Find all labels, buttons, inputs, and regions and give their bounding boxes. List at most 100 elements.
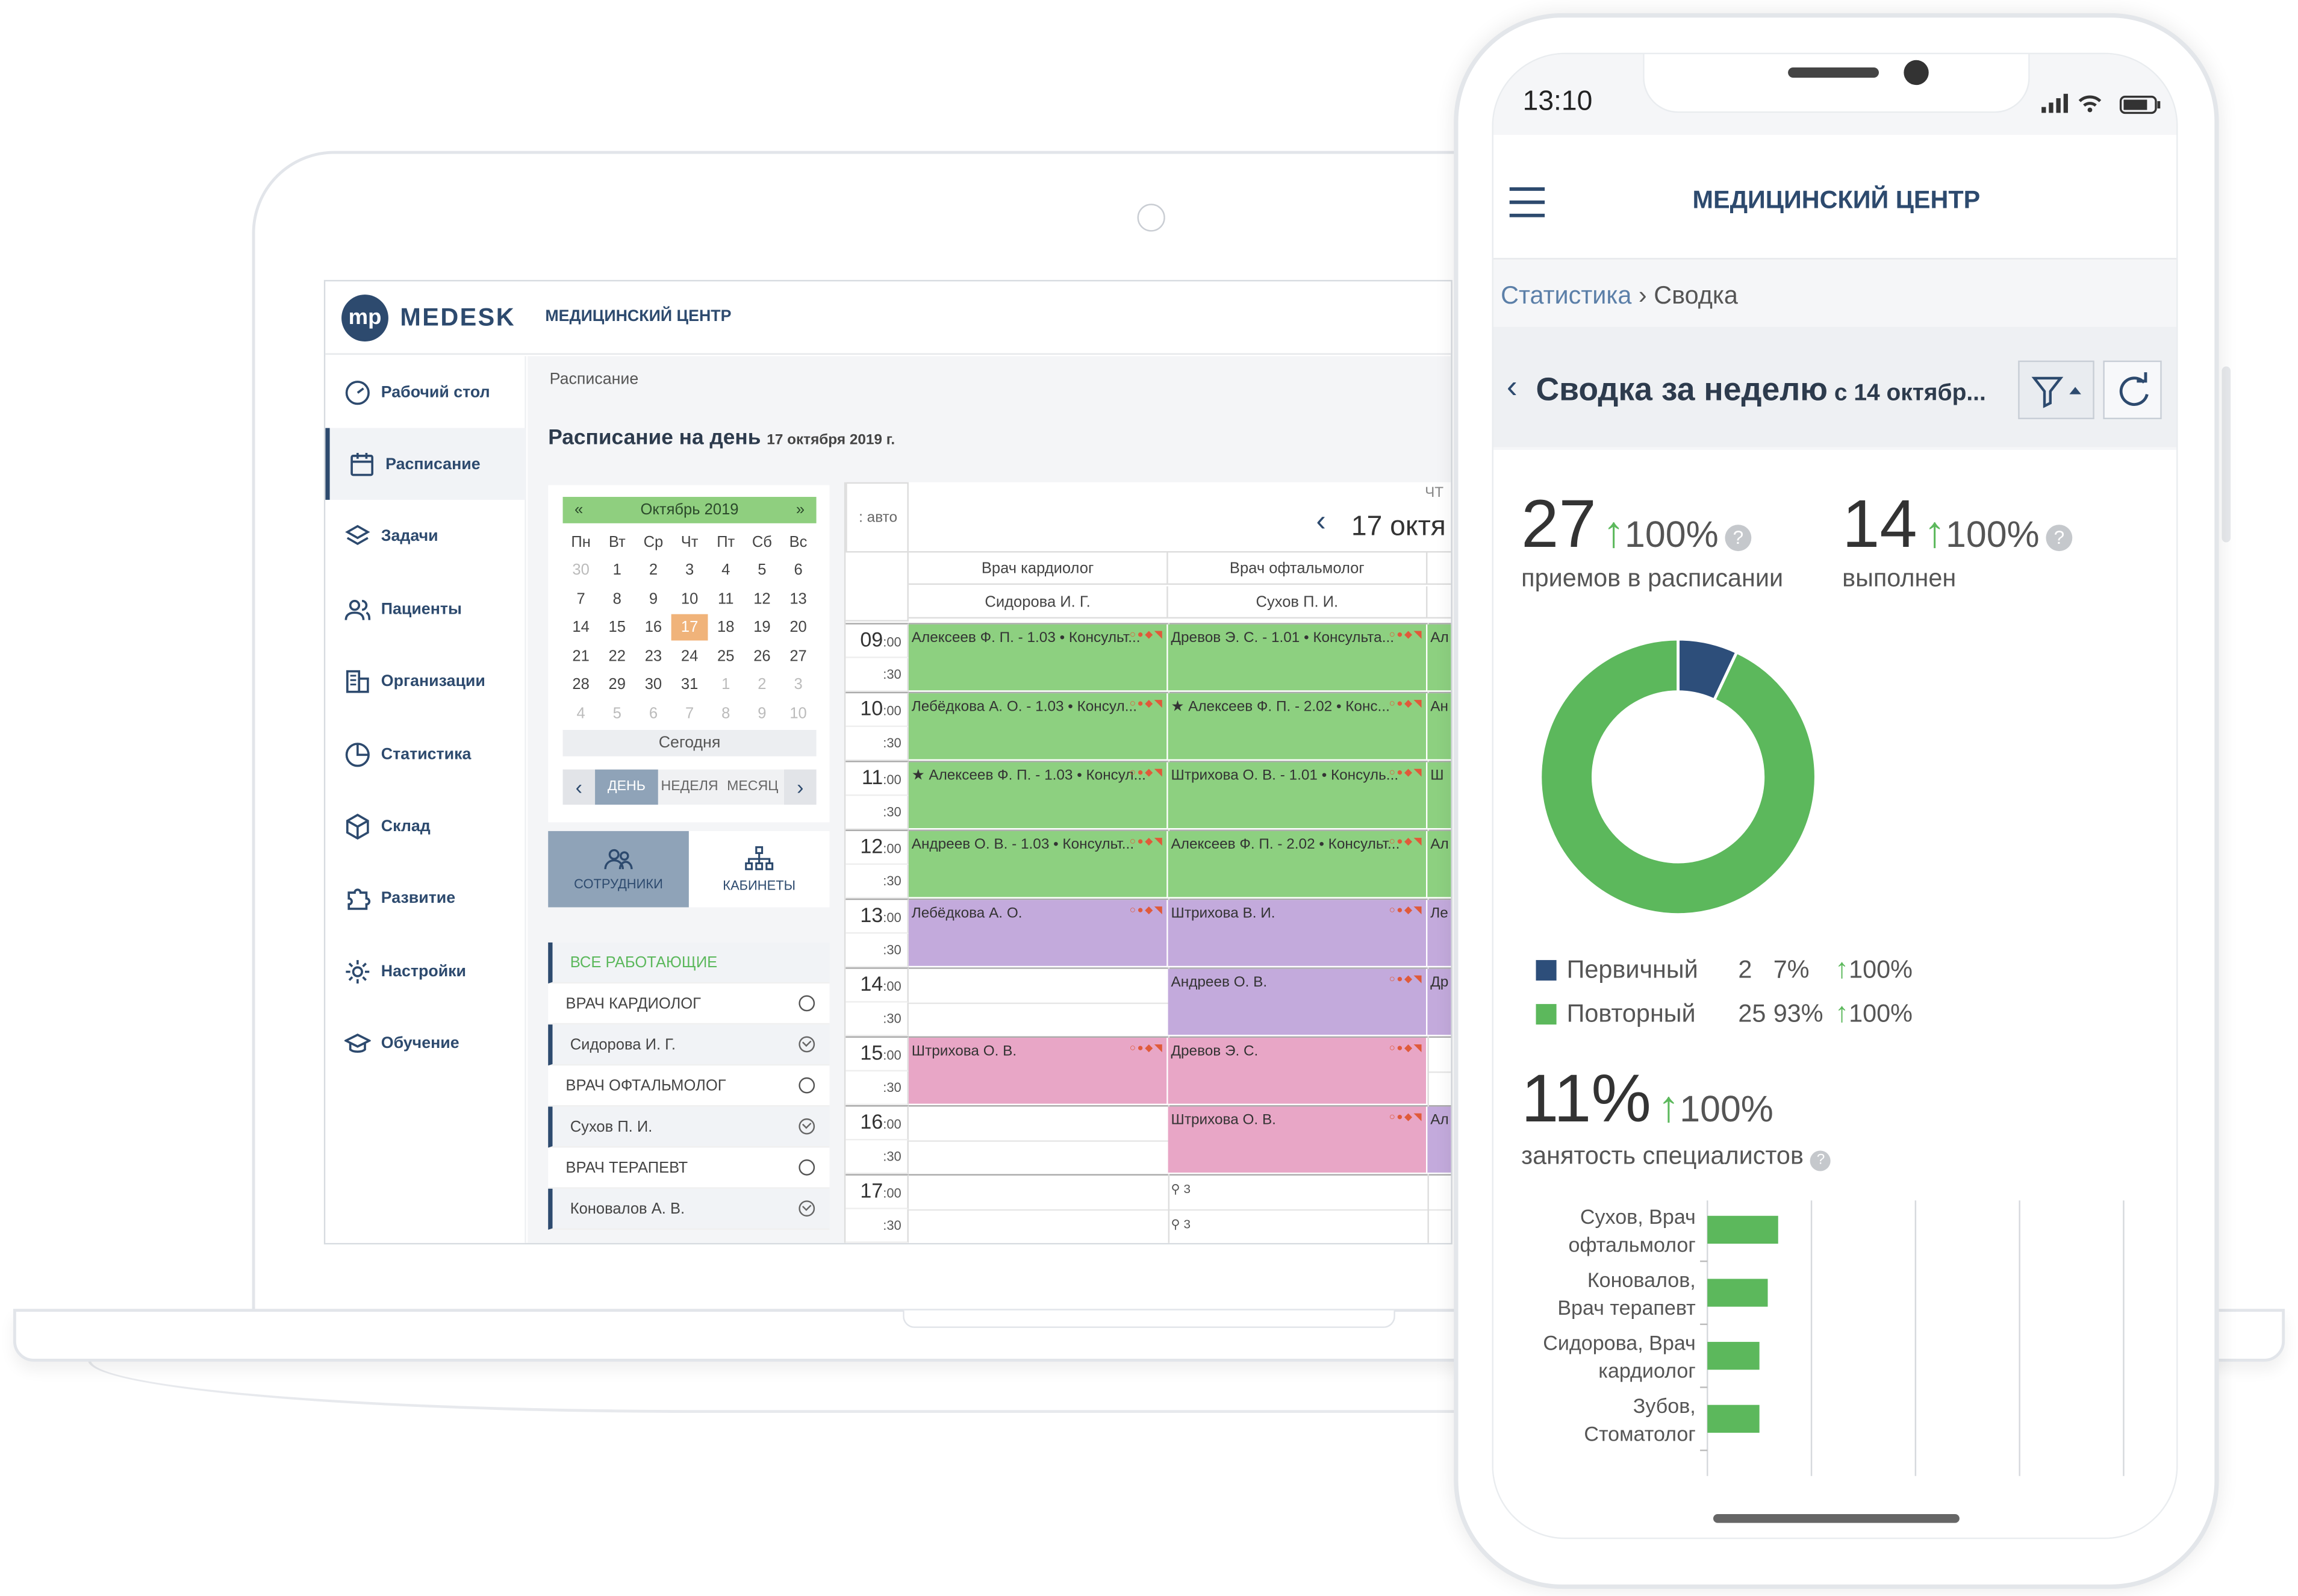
staff-item[interactable]: ВСЕ РАБОТАЮЩИЕ [548,942,830,984]
appointment-block-cut[interactable]: Ал [1427,624,1451,692]
bar-3[interactable] [1707,1404,1760,1433]
calendar-day[interactable]: 23 [644,647,662,666]
appointment-block[interactable]: Штрихова О. В. ○●◆◥ [1168,1106,1428,1174]
appointment-block[interactable]: Алексеев Ф. П. - 2.02 • Консульт... ○●◆◥ [1168,831,1428,899]
calendar-day[interactable]: 10 [789,705,807,723]
calendar-next-button[interactable]: » [796,501,805,519]
bar-2[interactable] [1707,1342,1760,1370]
appointment-block[interactable]: Лебёдкова А. О. ○●◆◥ [908,900,1168,968]
view-prev-button[interactable]: ‹ [562,769,596,805]
appointment-block-cut[interactable]: Ал [1427,1106,1451,1174]
sidebar-item-7[interactable]: Развитие [325,863,526,935]
filter-button[interactable] [2018,360,2094,420]
calendar-day[interactable]: 27 [789,647,807,666]
radio-circle-icon[interactable] [799,1159,815,1176]
appointment-block[interactable]: ★ Алексеев Ф. П. - 1.03 • Консул... ○●◆◥ [908,762,1168,830]
bar-1[interactable] [1707,1279,1768,1307]
calendar-day[interactable]: 6 [794,561,803,579]
staff-item[interactable]: ВРАЧ КАРДИОЛОГ [548,983,830,1025]
staff-item[interactable]: ВРАЧ ТЕРАПЕВТ [548,1147,830,1189]
checked-circle-icon[interactable] [799,1036,815,1053]
calendar-day[interactable]: 15 [608,619,626,637]
sidebar-item-9[interactable]: Обучение [325,1008,526,1079]
appointment-block[interactable]: Штрихова В. И. ○●◆◥ [1168,900,1428,968]
calendar-day[interactable]: 22 [608,647,626,666]
appointment-block[interactable]: Андреев О. В. - 1.03 • Консульт... ○●◆◥ [908,831,1168,899]
appointment-block[interactable]: ★ Алексеев Ф. П. - 2.02 • Конс... ○●◆◥ [1168,693,1428,761]
view-next-button[interactable]: › [784,769,817,805]
breadcrumb[interactable]: Расписание [549,370,639,388]
column-doctor[interactable]: Сидорова И. Г. [908,586,1168,619]
calendar-day[interactable]: 25 [717,647,735,666]
staff-item[interactable]: ВРАЧ ОФТАЛЬМОЛОГ [548,1065,830,1107]
calendar-day[interactable]: 8 [612,590,621,608]
calendar-day[interactable]: 18 [717,619,735,637]
auto-label[interactable]: : авто [845,482,909,553]
help-icon[interactable]: ? [2046,525,2073,552]
sidebar-item-1[interactable]: Расписание [325,428,526,500]
appointment-block[interactable]: Штрихова О. В. ○●◆◥ [908,1038,1168,1106]
calendar-day[interactable]: 4 [576,705,585,723]
appointment-block[interactable]: Древов Э. С. ○●◆◥ [1168,1038,1428,1106]
calendar-day[interactable]: 11 [717,590,734,608]
calendar-day[interactable]: 1 [721,676,730,694]
appointment-block[interactable]: Древов Э. С. - 1.01 • Консульта... ○●◆◥ [1168,624,1428,692]
bar-0[interactable] [1707,1215,1778,1244]
tab-week[interactable]: НЕДЕЛЯ [661,778,718,795]
sidebar-item-5[interactable]: Статистика [325,719,526,790]
tab-day[interactable]: ДЕНЬ [595,769,658,805]
appointment-block-cut[interactable]: Др [1427,968,1451,1036]
appointment-block[interactable]: Алексеев Ф. П. - 1.03 • Консульт... ○●◆◥ [908,624,1168,692]
column-doctor[interactable]: Сухов П. И. [1168,586,1428,619]
medesk-logo-icon[interactable]: mp [341,295,388,342]
calendar-prev-button[interactable]: « [574,501,584,519]
appointment-block[interactable]: Штрихова О. В. - 1.01 • Консуль... ○●◆◥ [1168,762,1428,830]
calendar-day[interactable]: 3 [794,676,803,694]
calendar-day[interactable]: 3 [685,561,694,579]
appointment-block[interactable]: Андреев О. В. ○●◆◥ [1168,968,1428,1036]
calendar-day[interactable]: 14 [572,619,590,637]
sidebar-item-6[interactable]: Склад [325,791,526,862]
radio-circle-icon[interactable] [799,1077,815,1094]
calendar-day[interactable]: 10 [680,590,699,608]
staff-item[interactable]: Коновалов А. В. [548,1188,830,1230]
day-prev-button[interactable]: ‹ [1316,505,1326,538]
tab-employees[interactable]: СОТРУДНИКИ [548,831,689,908]
calendar-day[interactable]: 6 [649,705,658,723]
calendar-day[interactable]: 31 [680,676,699,694]
calendar-day[interactable]: 30 [644,676,662,694]
calendar-day[interactable]: 29 [608,676,626,694]
calendar-day[interactable]: 16 [644,619,662,637]
staff-item[interactable]: Сидорова И. Г. [548,1024,830,1066]
calendar-day[interactable]: 1 [612,561,621,579]
calendar-day[interactable]: 20 [789,619,807,637]
calendar-day[interactable]: 8 [721,705,730,723]
brand-name[interactable]: MEDESK [400,303,516,332]
appointment-block-cut[interactable]: Ле [1427,900,1451,968]
tab-rooms[interactable]: КАБИНЕТЫ [689,831,830,908]
donut-slice-1[interactable] [1539,637,1817,916]
calendar-day[interactable]: 4 [721,561,730,579]
calendar-day[interactable]: 13 [789,590,807,608]
appointment-block-cut[interactable]: Ал [1427,831,1451,899]
sidebar-item-3[interactable]: Пациенты [325,573,526,645]
breadcrumb-statistics-link[interactable]: Статистика [1501,281,1632,310]
calendar-day[interactable]: 9 [758,705,767,723]
calendar-day[interactable]: 24 [680,647,699,666]
calendar-day[interactable]: 5 [758,561,767,579]
calendar-day[interactable]: 21 [572,647,590,666]
checked-circle-icon[interactable] [799,1118,815,1135]
calendar-day[interactable]: 9 [649,590,658,608]
calendar-day[interactable]: 26 [753,647,771,666]
calendar-day[interactable]: 2 [758,676,767,694]
back-chevron-icon[interactable]: ‹ [1506,367,1518,405]
appointment-block-cut[interactable]: Ан [1427,693,1451,761]
help-icon[interactable]: ? [1810,1150,1831,1171]
sidebar-item-2[interactable]: Задачи [325,501,526,573]
calendar-day[interactable]: 5 [612,705,621,723]
calendar-day[interactable]: 7 [576,590,585,608]
hamburger-menu-icon[interactable] [1508,186,1546,219]
sidebar-item-8[interactable]: Настройки [325,935,526,1007]
calendar-day[interactable]: 17 [671,614,708,641]
appointment-block-cut[interactable]: Ш [1427,762,1451,830]
